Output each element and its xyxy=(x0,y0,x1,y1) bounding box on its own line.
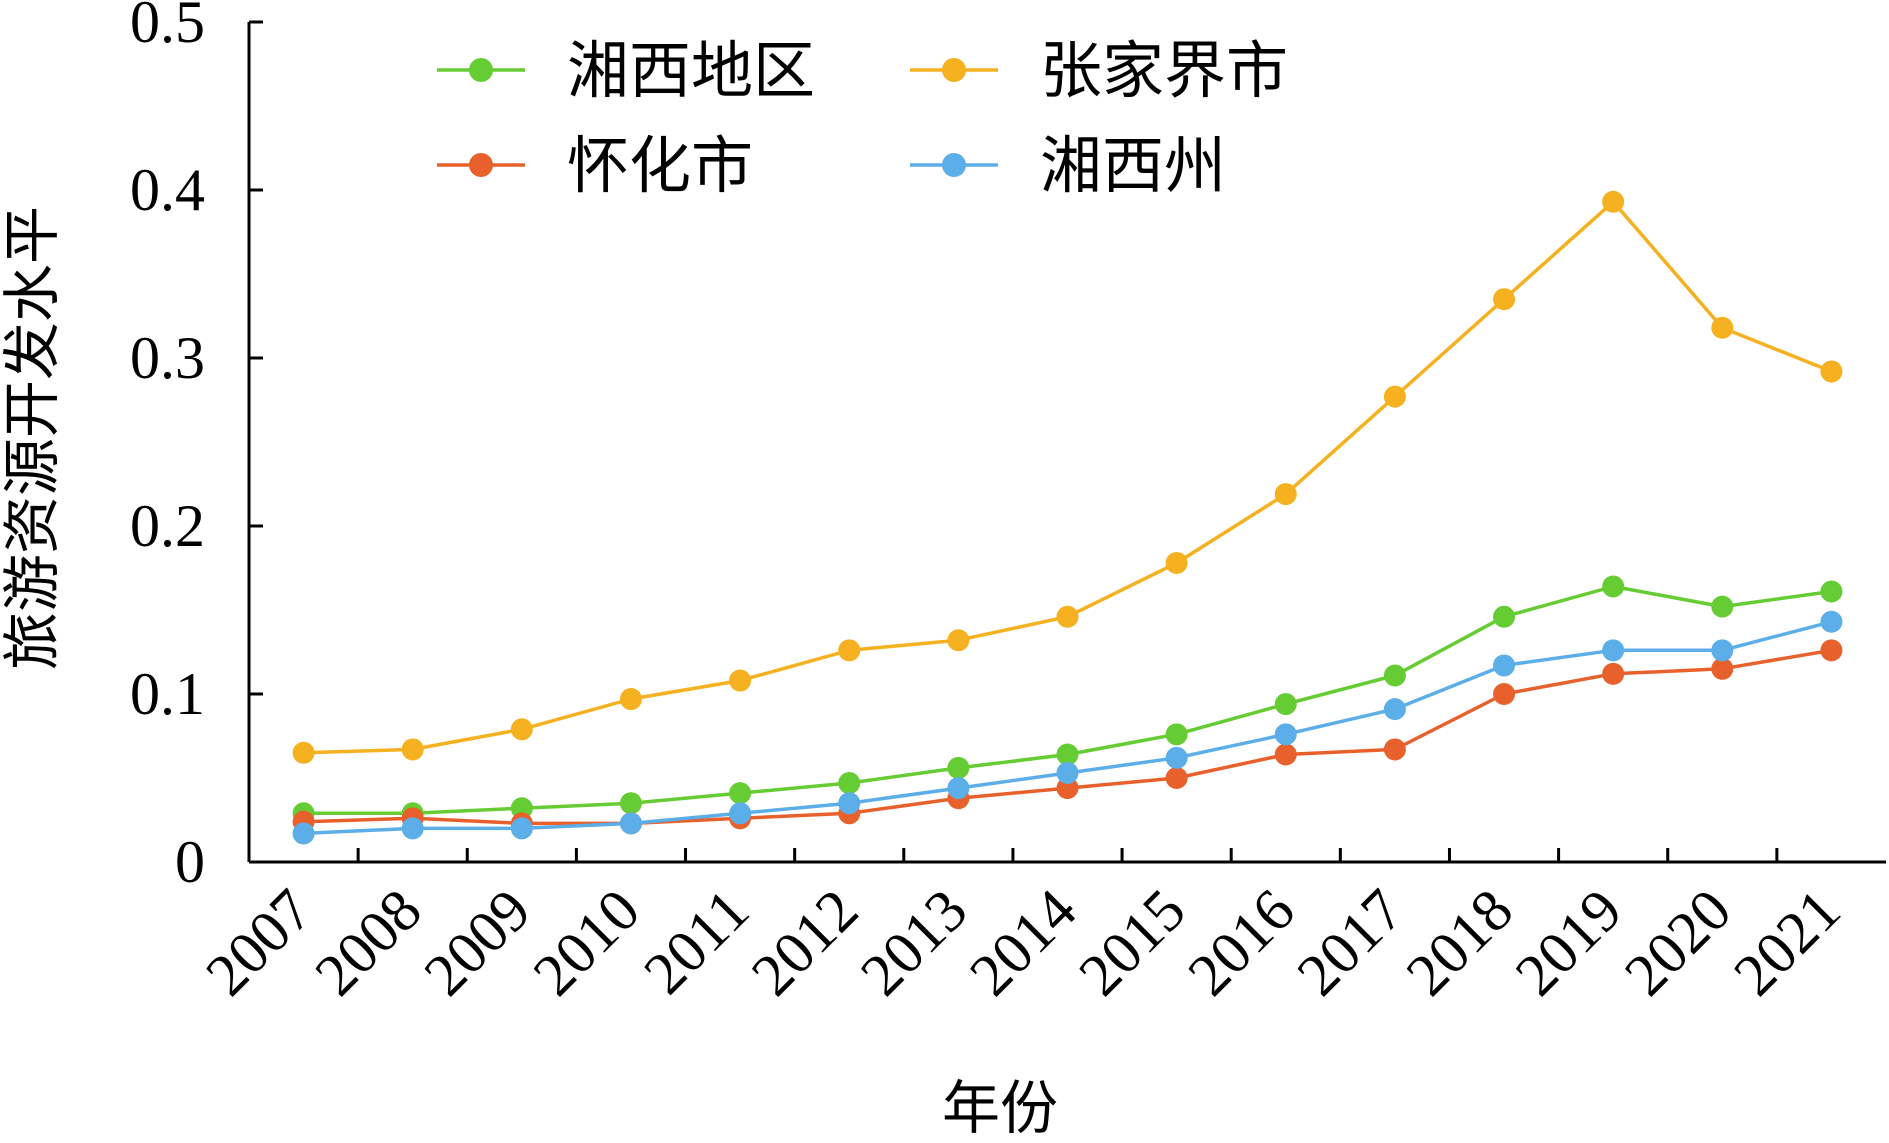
y-tick-label: 0.5 xyxy=(130,0,205,55)
x-tick-label: 2009 xyxy=(412,877,544,1009)
data-point xyxy=(729,802,752,825)
data-point xyxy=(1274,483,1297,506)
data-point xyxy=(838,639,861,662)
data-point xyxy=(619,812,642,835)
x-tick-label: 2012 xyxy=(739,877,871,1009)
data-point xyxy=(1602,190,1625,213)
data-point xyxy=(947,629,970,652)
series-4 xyxy=(292,610,1843,845)
y-tick-label: 0 xyxy=(175,829,205,895)
data-point xyxy=(1820,580,1843,603)
data-point xyxy=(1602,575,1625,598)
x-tick-label: 2019 xyxy=(1503,877,1635,1009)
data-point xyxy=(947,756,970,779)
data-point xyxy=(1165,746,1188,769)
data-point xyxy=(1711,639,1734,662)
data-point xyxy=(1165,767,1188,789)
x-axis-ticks: 2007200820092010201120122013201420152016… xyxy=(193,848,1853,1009)
data-point xyxy=(1820,639,1843,662)
data-point xyxy=(401,817,424,840)
data-point xyxy=(1820,610,1843,633)
data-point xyxy=(1602,662,1625,685)
legend-swatch-marker xyxy=(942,153,966,177)
y-axis-ticks: 0 0.1 0.2 0.3 0.4 0.5 xyxy=(130,0,263,895)
legend-item: 湘西州 xyxy=(910,129,1226,202)
series-layer xyxy=(292,190,1843,845)
data-point xyxy=(838,772,861,795)
data-point xyxy=(729,669,752,692)
data-point xyxy=(1493,288,1516,311)
data-point xyxy=(1493,654,1516,677)
data-point xyxy=(1056,743,1079,766)
x-tick-label: 2011 xyxy=(631,877,761,1007)
x-tick-label: 2014 xyxy=(957,877,1089,1009)
data-point xyxy=(1383,385,1406,408)
data-point xyxy=(1165,723,1188,746)
series-2 xyxy=(292,190,1843,764)
data-point xyxy=(1493,605,1516,628)
data-point xyxy=(510,797,533,820)
data-point xyxy=(838,792,861,815)
series-line xyxy=(303,200,1833,755)
legend-label: 怀化市 xyxy=(567,129,753,202)
data-point xyxy=(1274,723,1297,746)
x-tick-label: 2008 xyxy=(302,877,434,1009)
legend-item: 怀化市 xyxy=(437,129,753,202)
data-point xyxy=(1383,738,1406,761)
data-point xyxy=(401,738,424,761)
x-tick-label: 2013 xyxy=(848,877,980,1009)
y-tick-label: 0.1 xyxy=(130,661,205,727)
y-tick-label: 0.3 xyxy=(130,325,205,391)
data-point xyxy=(292,741,315,764)
x-tick-label: 2017 xyxy=(1285,877,1417,1009)
x-tick-label: 2015 xyxy=(1066,877,1198,1009)
legend-item: 张家界市 xyxy=(910,34,1288,107)
data-point xyxy=(292,822,315,845)
data-point xyxy=(1383,664,1406,687)
y-tick-label: 0.4 xyxy=(130,157,205,223)
data-point xyxy=(1711,316,1734,339)
data-point xyxy=(1711,595,1734,618)
legend-label: 张家界市 xyxy=(1040,34,1288,107)
legend-swatch-marker xyxy=(469,153,493,177)
data-point xyxy=(619,688,642,711)
y-tick-label: 0.2 xyxy=(130,493,205,559)
data-point xyxy=(619,792,642,815)
legend-item: 湘西地区 xyxy=(437,34,815,107)
data-point xyxy=(1274,743,1297,766)
axes xyxy=(247,22,1886,864)
data-point xyxy=(1165,551,1188,574)
x-tick-label: 2018 xyxy=(1394,877,1526,1009)
data-point xyxy=(1056,777,1079,800)
x-tick-label: 2016 xyxy=(1175,877,1307,1009)
data-point xyxy=(947,777,970,800)
x-tick-label: 2007 xyxy=(193,877,325,1009)
data-point xyxy=(510,817,533,840)
legend-label: 湘西州 xyxy=(1040,129,1226,202)
legend-label: 湘西地区 xyxy=(567,34,815,107)
x-tick-label: 2010 xyxy=(521,877,653,1009)
data-point xyxy=(1056,761,1079,784)
data-point xyxy=(1711,657,1734,680)
legend-swatch-marker xyxy=(942,58,966,82)
legend-swatch-marker xyxy=(469,58,493,82)
data-point xyxy=(1493,683,1516,705)
data-point xyxy=(729,782,752,805)
data-point xyxy=(1383,698,1406,721)
data-point xyxy=(1820,360,1843,383)
data-point xyxy=(1274,693,1297,716)
data-point xyxy=(1602,639,1625,662)
x-axis-title: 年份 xyxy=(942,1074,1058,1142)
x-tick-label: 2021 xyxy=(1721,877,1853,1009)
x-tick-label: 2020 xyxy=(1612,877,1744,1009)
data-point xyxy=(510,718,533,741)
y-axis-title: 旅游资源开发水平 xyxy=(0,206,66,670)
data-point xyxy=(1056,605,1079,628)
